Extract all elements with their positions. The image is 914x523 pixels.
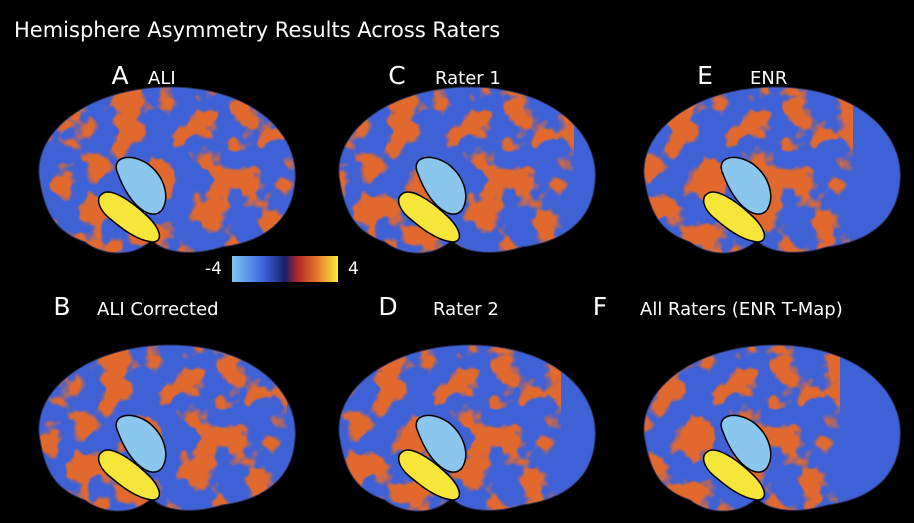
panel-letter: D xyxy=(378,292,397,321)
brain xyxy=(38,344,296,512)
region-blue xyxy=(415,156,467,215)
panel-label: Rater 2 xyxy=(433,299,499,320)
panel-letter: B xyxy=(53,292,70,321)
panel-label: ENR xyxy=(750,68,787,89)
brain-outline xyxy=(338,344,596,512)
brain-texture xyxy=(38,345,287,512)
brain-outline xyxy=(643,344,901,512)
region-blue xyxy=(115,414,167,473)
brain-surface xyxy=(38,87,296,254)
region-yellow xyxy=(97,449,161,501)
brain-texture xyxy=(38,87,296,254)
region-blue xyxy=(720,156,772,215)
brain-surface xyxy=(338,87,596,254)
panel-label: All Raters (ENR T-Map) xyxy=(640,299,843,320)
brain-surface xyxy=(38,345,296,512)
region-yellow xyxy=(702,449,766,501)
brain-texture xyxy=(338,87,574,254)
colorbar xyxy=(232,256,338,282)
region-blue xyxy=(415,414,467,473)
panel-label: Rater 1 xyxy=(435,68,501,89)
colorbar-tick-label: -4 xyxy=(205,259,222,279)
region-blue xyxy=(720,414,772,473)
panels: A ALI B ALI Corrected C Rater 1 D Rater 2 E ENR F A… xyxy=(38,61,901,512)
figure-title: Hemisphere Asymmetry Results Across Rate… xyxy=(14,18,500,42)
panel-label: ALI Corrected xyxy=(97,299,219,320)
panel-label: ALI xyxy=(148,68,176,89)
region-yellow xyxy=(702,191,766,243)
brain xyxy=(338,344,596,512)
region-yellow xyxy=(397,191,461,243)
panel-letter: F xyxy=(593,292,607,321)
brain-surface xyxy=(338,345,596,512)
brain-outline xyxy=(38,344,296,512)
colorbar-tick-label: 4 xyxy=(348,259,359,279)
brain xyxy=(338,86,596,254)
brain-outline xyxy=(643,86,901,254)
brain-outline xyxy=(338,86,596,254)
panel-letter: C xyxy=(388,61,405,90)
region-blue xyxy=(115,156,167,215)
panel-letter: E xyxy=(697,61,713,90)
colorbar-gradient xyxy=(232,256,338,282)
brain xyxy=(643,86,901,254)
region-yellow xyxy=(397,449,461,501)
brain xyxy=(38,86,296,254)
brain-outline xyxy=(38,86,296,254)
panel-letter: A xyxy=(111,61,128,90)
region-yellow xyxy=(97,191,161,243)
